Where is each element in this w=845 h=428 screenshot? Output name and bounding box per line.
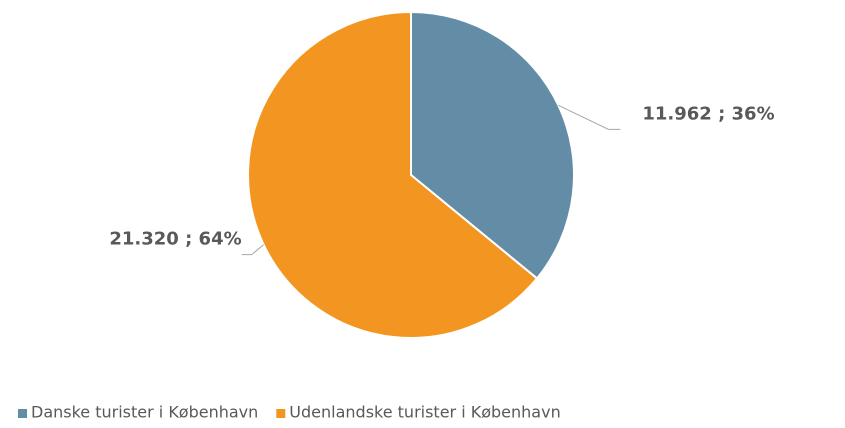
legend-label: Udenlandske turister i København [289,403,560,422]
data-label: 11.962 ; 36% [642,103,774,124]
leader-line [558,104,621,130]
legend-swatch [276,409,286,418]
leader-line [241,244,264,256]
pie-slice [410,10,575,280]
pie-slice [247,10,539,339]
legend-label: Danske turister i København [31,403,258,422]
data-label: 21.320 ; 64% [109,229,241,250]
legend-swatch [18,409,27,418]
